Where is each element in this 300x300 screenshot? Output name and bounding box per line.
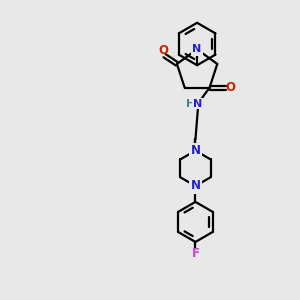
Text: O: O [226, 81, 236, 94]
Text: F: F [191, 247, 200, 260]
Text: N: N [190, 179, 200, 193]
Text: O: O [158, 44, 168, 57]
Text: N: N [190, 144, 200, 157]
Text: H: H [185, 99, 195, 109]
Text: N: N [193, 44, 202, 54]
Text: N: N [193, 99, 202, 109]
